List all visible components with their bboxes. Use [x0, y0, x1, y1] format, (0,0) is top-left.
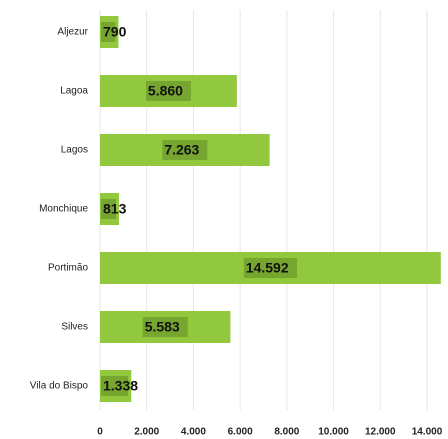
value-label: 1.338 — [103, 378, 138, 394]
x-tick-label: 10.000 — [318, 427, 349, 438]
value-label-box — [162, 140, 208, 160]
value-label-box — [101, 22, 116, 42]
x-tick-label: 8.000 — [274, 427, 299, 438]
y-tick-label: Lagos — [61, 145, 88, 156]
value-label: 7.263 — [164, 142, 199, 158]
value-label: 5.583 — [145, 319, 180, 335]
x-tick-label: 6.000 — [228, 427, 253, 438]
value-label-box — [142, 317, 188, 337]
x-tick-label: 12.000 — [365, 427, 396, 438]
y-tick-label: Aljezur — [57, 27, 88, 38]
y-tick-label: Monchique — [39, 204, 88, 215]
value-label-box — [101, 376, 129, 396]
value-label-box — [101, 199, 116, 219]
y-tick-label: Silves — [61, 322, 88, 333]
y-tick-label: Portimão — [48, 263, 88, 274]
x-tick-label: 2.000 — [134, 427, 159, 438]
value-label: 790 — [103, 24, 127, 40]
value-label: 5.860 — [148, 83, 183, 99]
value-label: 14.592 — [246, 260, 289, 276]
x-tick-label: 0 — [97, 427, 103, 438]
x-tick-label: 14.000 — [412, 427, 443, 438]
value-label-box — [145, 81, 191, 101]
value-label-box — [243, 258, 298, 278]
value-label: 813 — [103, 201, 127, 217]
y-tick-label: Vila do Bispo — [30, 381, 89, 392]
x-tick-label: 4.000 — [181, 427, 206, 438]
y-tick-label: Lagoa — [60, 86, 88, 97]
